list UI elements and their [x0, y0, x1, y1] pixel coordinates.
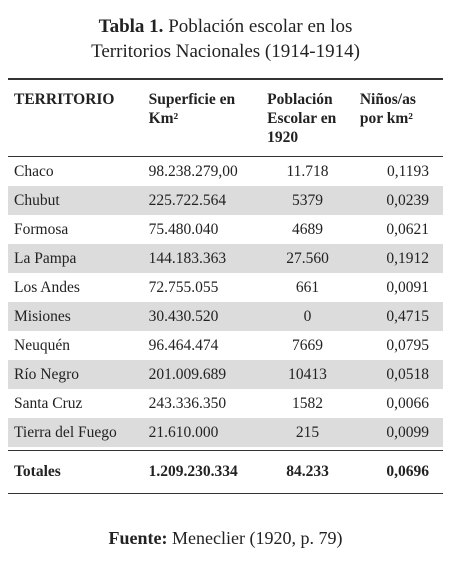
table-cell: 0,0091	[386, 278, 429, 296]
table-cell: Río Negro	[8, 360, 143, 389]
table-cell: Misiones	[8, 302, 143, 331]
table-cell: 7669	[292, 336, 324, 354]
table-cell: 98.238.279,00	[148, 162, 238, 180]
title-line: Territorios Nacionales (1914-1914)	[91, 41, 360, 62]
header-line: 1920	[267, 129, 299, 146]
table-cell: 21.610.000	[142, 418, 262, 447]
table-cell: 201.009.689	[142, 360, 262, 389]
header-cell: TERRITORIO	[8, 78, 143, 157]
table-cell: 0,1193	[386, 162, 429, 180]
table-cell: 4689	[292, 220, 324, 238]
title-text: Población escolar en los	[168, 16, 353, 37]
header-line: Población	[267, 91, 333, 108]
table-cell: La Pampa	[8, 244, 143, 273]
totals-cell: 84.233	[261, 450, 354, 494]
totals-cell: 1.209.230.334	[142, 450, 262, 494]
header-cell: Niños/as por km²	[353, 78, 443, 157]
table-cell: 5379	[261, 186, 354, 215]
header-line: Km²	[148, 110, 179, 127]
table-cell: 0,4715	[353, 302, 443, 331]
table-row: Los Andes 72.755.055 661 0,0091	[8, 273, 443, 302]
table-cell: Los Andes	[14, 278, 80, 296]
header-line: Superficie en	[148, 91, 236, 108]
table-cell: 661	[295, 278, 320, 296]
table-cell: Tierra del Fuego	[8, 418, 143, 447]
header-line: por km²	[359, 110, 413, 127]
table-cell: 1582	[292, 394, 324, 412]
title-line: Tabla 1. Población escolar en los	[0, 14, 451, 39]
table-cell: 0	[261, 302, 354, 331]
header-line: TERRITORIO	[14, 91, 115, 108]
source-label: Fuente:	[108, 528, 168, 548]
table-row: Tierra del Fuego 21.610.000 215 0,0099	[8, 418, 443, 447]
table-row: Chubut 225.722.564 5379 0,0239	[8, 186, 443, 215]
header-line: Niños/as	[359, 91, 416, 108]
table-row: Chaco 98.238.279,00 11.718 0,1193	[8, 157, 443, 187]
table-row: Río Negro 201.009.689 10413 0,0518	[8, 360, 443, 389]
table-cell: 243.336.350	[148, 394, 227, 412]
table-row: Neuquén 96.464.474 7669 0,0795	[8, 331, 443, 360]
table-cell: Neuquén	[14, 336, 70, 354]
table-cell: Santa Cruz	[14, 394, 83, 412]
source-text: Meneclier (1920, p. 79)	[172, 528, 343, 548]
table-row: La Pampa 144.183.363 27.560 0,1912	[8, 244, 443, 273]
table-cell: 11.718	[286, 162, 329, 180]
table-row: Formosa 75.480.040 4689 0,0621	[8, 215, 443, 244]
totals-cell: 0,0696	[353, 450, 443, 494]
header-row: TERRITORIO Superficie en Km² Población Escol…	[8, 78, 443, 157]
table-cell: 215	[261, 418, 354, 447]
table-cell: 225.722.564	[142, 186, 262, 215]
table-cell: 30.430.520	[142, 302, 262, 331]
totals-row: Totales 1.209.230.334 84.233 0,0696	[8, 450, 443, 494]
table-cell: 27.560	[261, 244, 354, 273]
table-cell: Chubut	[8, 186, 143, 215]
table-cell: 0,0795	[386, 336, 429, 354]
table-cell: 75.480.040	[148, 220, 219, 238]
table-cell: 96.464.474	[148, 336, 219, 354]
table-cell: 0,0099	[353, 418, 443, 447]
table-cell: 0,0239	[353, 186, 443, 215]
header-cell: Superficie en Km²	[142, 78, 262, 157]
table-row: Misiones 30.430.520 0 0,4715	[8, 302, 443, 331]
table-cell: 0,0518	[353, 360, 443, 389]
header-line: Escolar en	[267, 110, 337, 127]
table-title: Tabla 1. Población escolar en los Territ…	[0, 14, 451, 64]
table-cell: 10413	[261, 360, 354, 389]
table-cell: 72.755.055	[148, 278, 219, 296]
table-cell: Formosa	[14, 220, 69, 238]
header-cell: Población Escolar en 1920	[261, 78, 354, 157]
table-cell: 0,0066	[386, 394, 429, 412]
data-table: TERRITORIO Superficie en Km² Población Escol…	[8, 78, 443, 494]
title-label: Tabla 1.	[98, 16, 164, 37]
table-cell: Chaco	[14, 162, 54, 180]
table-cell: 144.183.363	[142, 244, 262, 273]
table-body: Chaco 98.238.279,00 11.718 0,1193 Chubut 225.…	[8, 157, 443, 494]
table-cell: 0,1912	[353, 244, 443, 273]
table-cell: 0,0621	[386, 220, 429, 238]
table-row: Santa Cruz 243.336.350 1582 0,0066	[8, 389, 443, 418]
source: Fuente: Meneclier (1920, p. 79)	[0, 528, 451, 549]
totals-cell: Totales	[8, 450, 143, 494]
